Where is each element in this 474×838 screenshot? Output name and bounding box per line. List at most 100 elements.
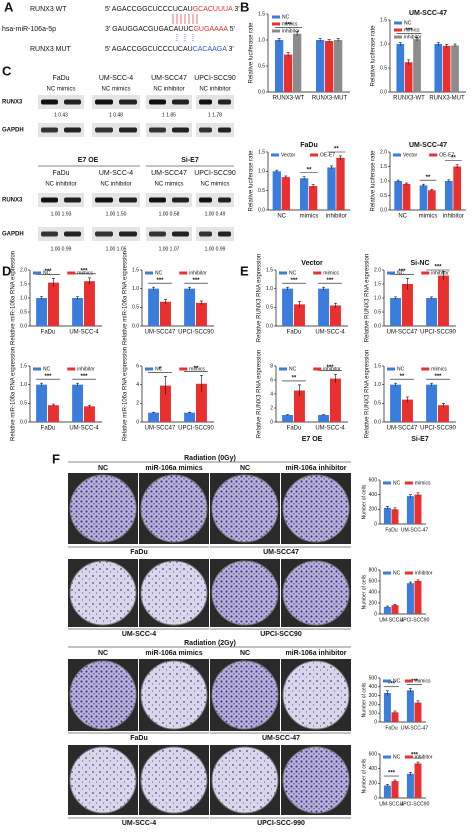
bar — [309, 186, 318, 210]
x-axis-label: Si-E7 — [411, 436, 429, 443]
bar — [402, 284, 413, 326]
column-label: miR-106a mimics — [145, 650, 202, 657]
bar — [330, 305, 341, 326]
sequence-segment: GUGAAAA — [193, 26, 228, 33]
y-tick-label: 1.5 — [20, 281, 27, 287]
legend-label: Vector — [403, 152, 418, 158]
blot-strip — [92, 227, 140, 241]
y-tick-label: 1.0 — [374, 382, 381, 388]
x-tick-label: UM-SCC-4 — [379, 801, 404, 807]
legend-swatch — [33, 271, 41, 275]
blot-quant: 1 0.43 — [54, 112, 68, 118]
y-axis-label: Relative RUNX3 RNA expression — [365, 254, 371, 342]
x-tick-label: FaDu — [287, 426, 302, 432]
x-tick-label: UPCI-SCC90 — [400, 617, 430, 623]
y-tick-label: 1.0 — [380, 41, 387, 47]
bar — [148, 412, 160, 422]
y-axis-label: Relative miR-106a RNA expression — [123, 251, 129, 345]
legend-swatch — [404, 755, 413, 759]
x-tick-label: FaDu — [385, 527, 397, 533]
culture-plate — [211, 474, 279, 543]
blot-band — [95, 127, 113, 133]
bar — [281, 177, 290, 210]
y-tick-label: 800 — [369, 567, 378, 573]
significance: *** — [398, 269, 406, 275]
legend-swatch — [394, 21, 402, 25]
y-tick-label: 0.5 — [380, 193, 387, 199]
bar — [434, 44, 443, 92]
legend-swatch — [313, 367, 322, 371]
bar — [282, 288, 294, 326]
culture-plate — [140, 474, 208, 543]
y-tick-label: 1.0 — [266, 286, 273, 292]
legend-swatch — [272, 29, 280, 33]
legend-label: inhibitor — [431, 270, 449, 276]
legend-label: Vector — [281, 152, 296, 158]
blot-lanes: NC mimics — [47, 87, 76, 93]
legend-swatch — [383, 755, 391, 759]
y-tick-label: 400 — [369, 766, 378, 772]
blot-lanes: NC inhibitor — [100, 182, 131, 188]
y-tick-label: 0.5 — [258, 188, 265, 194]
legend-swatch — [387, 271, 395, 275]
legend-label: mimics — [431, 366, 447, 372]
y-tick-label: 0 — [136, 419, 139, 425]
significance: ** — [400, 374, 405, 380]
bar — [406, 583, 414, 614]
blot-band — [64, 197, 81, 203]
blot-band — [149, 197, 166, 203]
y-tick-label: 1.0 — [20, 295, 27, 301]
bar — [148, 288, 160, 326]
bar — [334, 40, 343, 92]
y-axis-label: Relative luciferase rate — [249, 22, 255, 84]
bar — [315, 40, 325, 92]
y-tick-label: 0 — [374, 795, 377, 801]
legend-label: inhibitor — [282, 28, 300, 34]
legend-label: NC — [155, 366, 163, 372]
legend-swatch — [404, 679, 413, 683]
significance: *** — [80, 374, 88, 380]
y-tick-label: 1.5 — [380, 164, 387, 170]
significance: ** — [426, 175, 431, 181]
y-tick-label: 400 — [369, 492, 378, 498]
y-tick-label: 1.0 — [258, 37, 265, 43]
y-tick-label: 0.0 — [258, 207, 265, 213]
chart-title: Si-NC — [410, 260, 429, 267]
y-tick-label: 1.5 — [374, 281, 381, 287]
y-tick-label: 200 — [369, 507, 378, 513]
x-tick-label: UM-SCC47 — [145, 330, 176, 336]
y-axis-label: Relative miR-106a RNA expression — [11, 347, 17, 441]
blot-band — [218, 127, 231, 133]
bar — [84, 406, 95, 422]
legend-swatch — [383, 571, 391, 575]
y-axis-label: Relative miR-106a RNA expression — [11, 251, 17, 345]
bar — [444, 181, 453, 210]
bar — [294, 390, 305, 422]
radiation-header: Radiation (2Gy) — [184, 640, 236, 647]
legend-swatch — [387, 367, 395, 371]
bar — [391, 605, 399, 614]
bar — [391, 712, 399, 722]
legend-label: inhibitor — [323, 366, 341, 372]
y-tick-label: 2 — [136, 401, 139, 407]
x-tick-label: RUNX3-MUT — [429, 96, 465, 102]
bar — [274, 40, 284, 92]
column-label: NC — [240, 465, 250, 472]
blot-lanes: NC inhibitor — [199, 87, 230, 93]
blot-quant: 1.00 1.05 — [106, 246, 127, 252]
blot-band — [41, 127, 58, 133]
blot-cell: UPCI-SCC90 — [194, 170, 236, 177]
y-tick-label: 1.0 — [20, 382, 27, 388]
legend-label: NC — [289, 270, 297, 276]
blot-band — [119, 127, 137, 133]
blot-band — [218, 99, 231, 105]
legend-swatch — [404, 571, 413, 575]
bar — [438, 405, 449, 422]
legend-label: NC — [155, 270, 163, 276]
blot-band — [218, 231, 231, 237]
chart-title: Vector — [301, 260, 323, 267]
legend-swatch — [383, 679, 391, 683]
y-tick-label: 1.5 — [380, 17, 387, 23]
legend-swatch — [272, 22, 280, 26]
culture-plate — [140, 746, 208, 814]
